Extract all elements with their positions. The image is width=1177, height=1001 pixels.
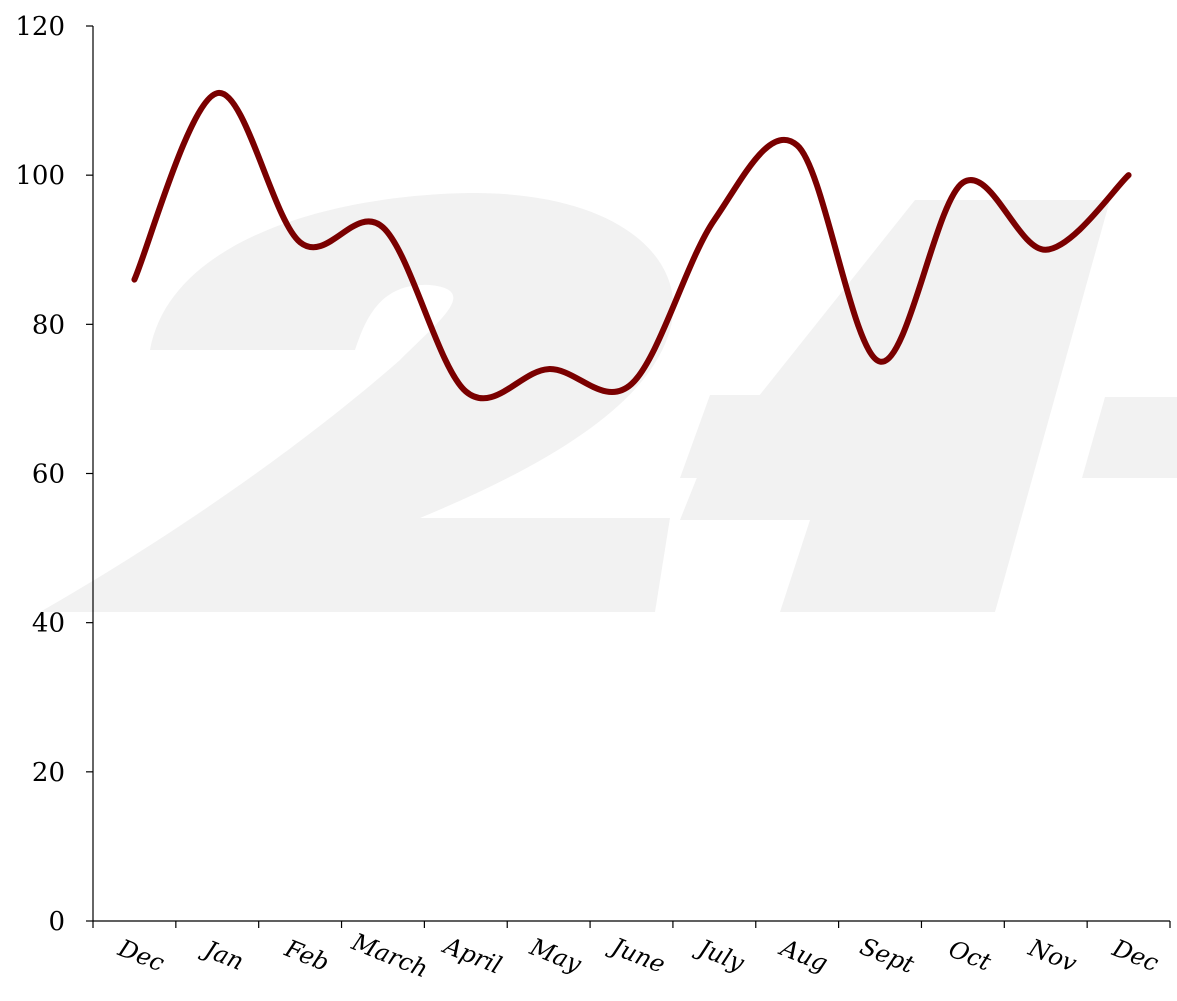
y-tick-label: 120 <box>15 12 65 42</box>
x-tick-label: May <box>525 932 585 978</box>
data-point-aug-8 <box>794 142 800 148</box>
x-tick-label: April <box>438 931 506 980</box>
series-group <box>131 90 1132 402</box>
watermark-logo <box>40 192 1177 612</box>
data-point-nov-11 <box>1043 247 1049 253</box>
x-tick-label: Nov <box>1024 933 1081 978</box>
x-tick-label: Dec <box>114 933 169 977</box>
x-tick-label: Sept <box>856 932 918 979</box>
series-line <box>131 90 1132 402</box>
data-point-dec-0 <box>131 277 137 283</box>
x-tick-label: Jan <box>196 933 248 976</box>
data-point-jan-1 <box>214 90 220 96</box>
y-tick-label: 100 <box>15 161 65 191</box>
x-tick-label: Feb <box>280 934 333 977</box>
y-tick-label: 20 <box>32 758 65 788</box>
x-tick-label: Oct <box>945 935 995 977</box>
x-tick-label: July <box>690 932 748 977</box>
data-point-may-5 <box>546 366 552 372</box>
data-point-june-6 <box>629 381 634 387</box>
x-axis-ticks: Dec Jan Feb March April May June July Aug Sept Oct… <box>92 921 1171 983</box>
y-tick-label: 80 <box>32 310 65 340</box>
y-tick-label: 60 <box>32 460 65 490</box>
data-point-dec-12 <box>1126 172 1132 178</box>
data-point-oct-10 <box>960 180 966 186</box>
x-tick-label: Dec <box>1108 933 1163 977</box>
y-tick-label: 40 <box>32 609 65 639</box>
data-point-july-7 <box>711 217 717 223</box>
x-tick-label: June <box>603 930 669 978</box>
data-point-april-4 <box>463 388 469 394</box>
y-tick-label: 0 <box>48 907 65 937</box>
data-point-march-3 <box>380 224 386 230</box>
y-axis-ticks: 0 20 40 60 80 100 120 <box>15 12 93 937</box>
data-point-feb-2 <box>297 239 303 245</box>
data-point-sept-9 <box>877 359 883 365</box>
x-tick-label: March <box>347 927 432 983</box>
x-tick-label: Aug <box>775 933 832 978</box>
